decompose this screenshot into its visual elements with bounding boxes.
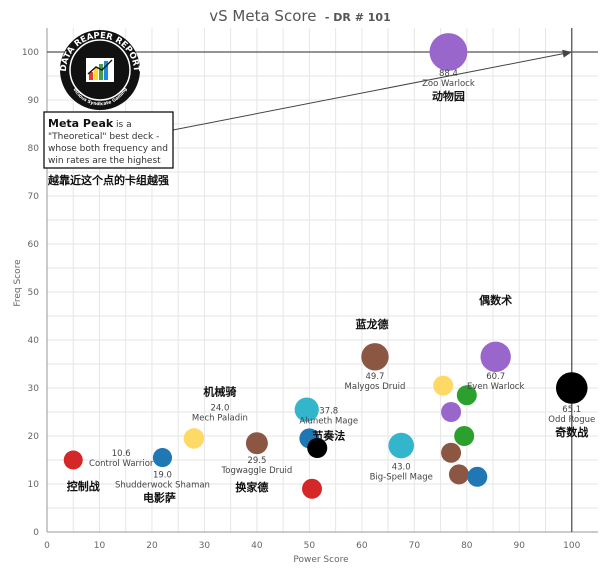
x-tick-label: 70: [409, 541, 421, 551]
x-tick-label: 0: [44, 541, 50, 551]
y-tick-label: 0: [33, 528, 39, 538]
point-cn-label: 奇数战: [555, 425, 588, 439]
point-value-label: 10.6: [112, 449, 131, 459]
point-value-label: 60.7: [486, 372, 505, 382]
point-value-label: 49.7: [366, 372, 385, 382]
point-value-label: 24.0: [210, 403, 229, 413]
data-point: [302, 478, 323, 499]
data-point: [448, 464, 469, 485]
meta-peak-guides: [47, 28, 598, 532]
logo-ring: [69, 39, 131, 101]
y-tick-label: 70: [28, 192, 40, 202]
x-tick-label: 60: [356, 541, 368, 551]
point-deck-label: Aluneth Mage: [299, 417, 358, 427]
data-reaper-logo: DATA REAPER REPORT Vicious Syndicate Gam…: [59, 30, 141, 110]
y-tick-label: 50: [28, 288, 40, 298]
data-point: [388, 432, 415, 459]
data-point: [433, 375, 454, 396]
point-value-label: 29.5: [247, 456, 266, 466]
point-cn-label: 蓝龙德: [355, 317, 388, 331]
data-point: [454, 426, 475, 446]
y-tick-label: 40: [28, 336, 40, 346]
annotation-line-1: Meta Peak is a: [48, 117, 132, 130]
point-cn-label: 偶数术: [479, 293, 512, 307]
logo-bar-icon: [104, 61, 108, 80]
y-tick-label: 60: [28, 240, 40, 250]
data-points: [63, 33, 588, 499]
point-value-label: 65.1: [562, 405, 581, 415]
data-point: [429, 33, 468, 71]
logo-trend-icon: [87, 59, 113, 75]
point-cn-label: 电影萨: [143, 491, 176, 505]
point-cn-label: 动物园: [432, 89, 465, 103]
point-cn-label: 机械骑: [203, 384, 236, 398]
y-axis-label: Freq Score: [13, 259, 23, 307]
point-cn-label: 换家德: [235, 480, 268, 494]
data-point: [63, 450, 83, 470]
point-deck-label: Zoo Warlock: [422, 79, 475, 89]
x-tick-label: 100: [563, 541, 580, 551]
meta-peak-arrow: [172, 49, 572, 131]
y-tick-label: 20: [28, 432, 40, 442]
point-deck-label: Mech Paladin: [192, 413, 248, 423]
annotation-line-3: whose both frequency and: [48, 144, 168, 154]
y-tick-label: 90: [28, 96, 40, 106]
point-cn-label: 节奏法: [312, 429, 345, 443]
logo-bar-icon: [94, 68, 98, 80]
data-point: [555, 372, 588, 404]
point-deck-label: Odd Rogue: [548, 415, 595, 425]
point-value-label: 19.0: [153, 471, 172, 481]
data-point: [183, 428, 205, 449]
point-deck-label: Togwaggle Druid: [221, 466, 293, 476]
x-tick-label: 30: [199, 541, 211, 551]
y-tick-label: 30: [28, 384, 40, 394]
arrow-head: [562, 49, 572, 58]
annotation-cn: 越靠近这个点的卡组越强: [47, 173, 169, 187]
y-tick-label: 10: [28, 480, 40, 490]
point-deck-label: Big-Spell Mage: [370, 473, 433, 483]
meta-peak-annotation: Meta Peak is a "Theoretical" best deck -…: [43, 111, 174, 187]
point-deck-label: Malygos Druid: [345, 382, 406, 392]
point-value-label: 88.4: [439, 69, 458, 79]
x-tick-label: 50: [304, 541, 316, 551]
x-tick-label: 80: [461, 541, 473, 551]
y-tick-label: 80: [28, 144, 40, 154]
y-tick-label: 100: [22, 48, 39, 58]
arrow-line: [172, 51, 570, 131]
annotation-line-4: win rates are the highest: [48, 156, 161, 166]
point-value-label: 43.0: [392, 463, 411, 473]
point-deck-label: Shudderwock Shaman: [115, 481, 210, 491]
logo-bar-icon: [99, 64, 103, 80]
data-point: [456, 385, 477, 406]
data-point: [152, 448, 173, 468]
point-deck-label: Even Warlock: [467, 382, 525, 392]
x-axis-label: Power Score: [293, 555, 349, 565]
logo-bar-icon: [89, 72, 93, 80]
data-point: [307, 438, 328, 458]
data-point: [361, 343, 389, 371]
annotation-line-2: "Theoretical" best deck -: [48, 132, 159, 142]
x-tick-label: 10: [94, 541, 106, 551]
chart-title: vS Meta Score - DR # 101: [209, 7, 391, 25]
point-value-label: 37.8: [319, 407, 338, 417]
point-cn-label: 控制战: [67, 479, 100, 493]
data-point: [441, 402, 462, 422]
point-deck-label: Control Warrior: [89, 459, 154, 469]
data-point: [467, 466, 488, 487]
x-tick-label: 20: [146, 541, 158, 551]
x-tick-label: 90: [514, 541, 526, 551]
data-point: [294, 397, 319, 422]
data-point: [441, 442, 462, 463]
data-point: [480, 341, 511, 372]
annotation-box: [43, 111, 174, 169]
data-point: [245, 432, 268, 455]
x-tick-label: 40: [251, 541, 263, 551]
